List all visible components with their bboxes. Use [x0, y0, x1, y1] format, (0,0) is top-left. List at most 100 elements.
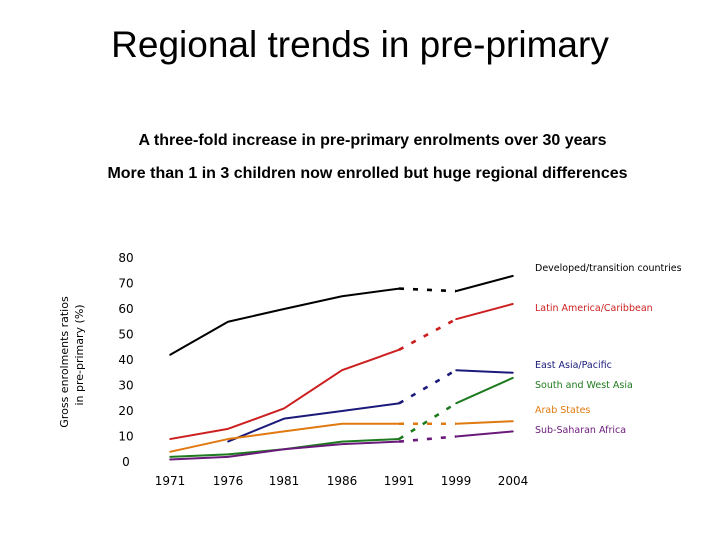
- data-point-developed-transition-1999: [455, 290, 457, 292]
- line-segment-east-asia-pacific-4: [398, 369, 457, 405]
- x-tick-label-1981: 1981: [269, 474, 300, 488]
- y-tick-label-20: 20: [118, 404, 133, 418]
- y-tick-label-60: 60: [118, 302, 133, 316]
- line-segment-latin-america-caribbean-4: [398, 318, 457, 351]
- data-point-arab-states-1999: [455, 422, 457, 425]
- data-point-south-west-asia-2004: [512, 377, 514, 379]
- line-segment-latin-america-caribbean-5: [455, 302, 514, 321]
- line-segment-latin-america-caribbean-0: [169, 427, 229, 441]
- line-segment-east-asia-pacific-5: [455, 369, 514, 374]
- line-segment-south-west-asia-3: [341, 438, 400, 443]
- y-tick-label-0: 0: [122, 455, 130, 469]
- data-point-developed-transition-1986: [341, 295, 343, 298]
- data-point-latin-america-caribbean-1976: [227, 428, 229, 430]
- line-segment-latin-america-caribbean-2: [283, 369, 343, 410]
- data-point-south-west-asia-1976: [227, 453, 229, 456]
- data-point-east-asia-pacific-1999: [455, 369, 457, 372]
- data-point-latin-america-caribbean-1999: [455, 318, 457, 321]
- line-segment-developed-transition-4: [398, 287, 457, 293]
- y-tick-label-30: 30: [118, 379, 133, 393]
- data-point-developed-transition-1971: [169, 354, 171, 356]
- data-point-arab-states-1971: [169, 451, 171, 453]
- line-segment-sub-saharan-africa-5: [455, 430, 514, 438]
- data-point-east-asia-pacific-1986: [341, 410, 343, 412]
- legend-label-latin-america-caribbean: Latin America/Caribbean: [535, 303, 653, 314]
- data-point-sub-saharan-africa-1976: [227, 456, 229, 458]
- data-point-south-west-asia-1991: [398, 438, 400, 440]
- data-point-developed-transition-2004: [512, 275, 514, 277]
- line-segment-arab-states-0: [169, 438, 229, 453]
- series-sub-saharan-africa: [169, 430, 514, 461]
- data-point-east-asia-pacific-2004: [512, 371, 514, 374]
- data-point-east-asia-pacific-1991: [398, 402, 400, 405]
- data-point-sub-saharan-africa-1971: [169, 458, 171, 461]
- line-segment-arab-states-2: [283, 422, 343, 433]
- data-point-arab-states-1981: [283, 430, 285, 433]
- line-segment-sub-saharan-africa-2: [283, 443, 343, 451]
- data-point-south-west-asia-1986: [341, 440, 343, 443]
- line-segment-east-asia-pacific-2: [283, 410, 343, 420]
- data-point-developed-transition-1991: [398, 287, 400, 290]
- line-segment-developed-transition-2: [283, 295, 343, 310]
- x-tick-label-1991: 1991: [384, 474, 415, 488]
- line-segment-developed-transition-1: [227, 308, 285, 323]
- y-axis-label-line2: in pre-primary (%): [73, 304, 86, 405]
- y-tick-label-40: 40: [118, 353, 133, 367]
- data-point-sub-saharan-africa-1999: [455, 435, 457, 438]
- line-segment-latin-america-caribbean-1: [227, 407, 285, 430]
- data-point-arab-states-1986: [341, 422, 343, 425]
- slide-title: Regional trends in pre-primary: [111, 24, 609, 65]
- series-east-asia-pacific: [227, 369, 514, 443]
- legend-label-arab-states: Arab States: [535, 405, 590, 416]
- data-point-south-west-asia-1999: [455, 402, 457, 405]
- data-point-arab-states-1991: [398, 422, 400, 425]
- data-point-latin-america-caribbean-1991: [398, 349, 400, 351]
- x-tick-label-1976: 1976: [213, 474, 244, 488]
- y-axis-label-line1: Gross enrolments ratios: [58, 296, 71, 428]
- series-south-west-asia: [169, 376, 514, 458]
- subtitle-differences: More than 1 in 3 children now enrolled b…: [107, 165, 628, 182]
- x-tick-label-1999: 1999: [441, 474, 472, 488]
- data-point-sub-saharan-africa-1986: [341, 443, 343, 445]
- line-segment-south-west-asia-4: [398, 402, 457, 441]
- line-segment-arab-states-1: [227, 430, 285, 441]
- line-segment-south-west-asia-5: [455, 376, 514, 405]
- data-point-arab-states-1976: [227, 438, 229, 440]
- data-point-latin-america-caribbean-1981: [283, 407, 285, 410]
- line-segment-developed-transition-5: [455, 274, 514, 293]
- data-point-latin-america-caribbean-1986: [341, 369, 343, 372]
- data-point-sub-saharan-africa-1981: [283, 448, 285, 451]
- data-point-sub-saharan-africa-1991: [398, 440, 400, 443]
- data-point-developed-transition-1981: [283, 308, 285, 310]
- data-point-south-west-asia-1971: [169, 456, 171, 458]
- x-tick-label-1986: 1986: [327, 474, 358, 488]
- line-segment-sub-saharan-africa-0: [169, 455, 229, 461]
- data-point-sub-saharan-africa-2004: [512, 430, 514, 433]
- data-point-latin-america-caribbean-1971: [169, 438, 171, 440]
- data-point-arab-states-2004: [512, 420, 514, 423]
- line-segment-arab-states-5: [455, 420, 514, 425]
- line-segment-developed-transition-3: [341, 287, 400, 298]
- line-segment-sub-saharan-africa-4: [398, 435, 457, 443]
- line-segment-sub-saharan-africa-1: [227, 448, 285, 458]
- data-point-east-asia-pacific-1981: [283, 417, 285, 420]
- data-point-east-asia-pacific-1976: [227, 440, 229, 443]
- line-segment-south-west-asia-0: [169, 453, 229, 458]
- x-tick-label-1971: 1971: [155, 474, 186, 488]
- subtitle-increase: A three-fold increase in pre-primary enr…: [138, 132, 607, 149]
- x-tick-label-2004: 2004: [498, 474, 529, 488]
- y-tick-label-80: 80: [118, 251, 133, 265]
- legend-label-south-west-asia: South and West Asia: [535, 380, 633, 391]
- line-segment-latin-america-caribbean-3: [341, 348, 400, 372]
- y-tick-label-50: 50: [118, 328, 133, 342]
- legend-label-east-asia-pacific: East Asia/Pacific: [535, 360, 612, 371]
- series-latin-america-caribbean: [169, 302, 514, 441]
- line-segment-east-asia-pacific-3: [341, 402, 400, 412]
- series-arab-states: [169, 420, 514, 453]
- legend-label-developed-transition: Developed/transition countries: [535, 263, 682, 274]
- data-point-developed-transition-1976: [227, 320, 229, 323]
- data-point-latin-america-caribbean-2004: [512, 303, 514, 305]
- y-tick-label-70: 70: [118, 277, 133, 291]
- line-segment-developed-transition-0: [169, 320, 229, 356]
